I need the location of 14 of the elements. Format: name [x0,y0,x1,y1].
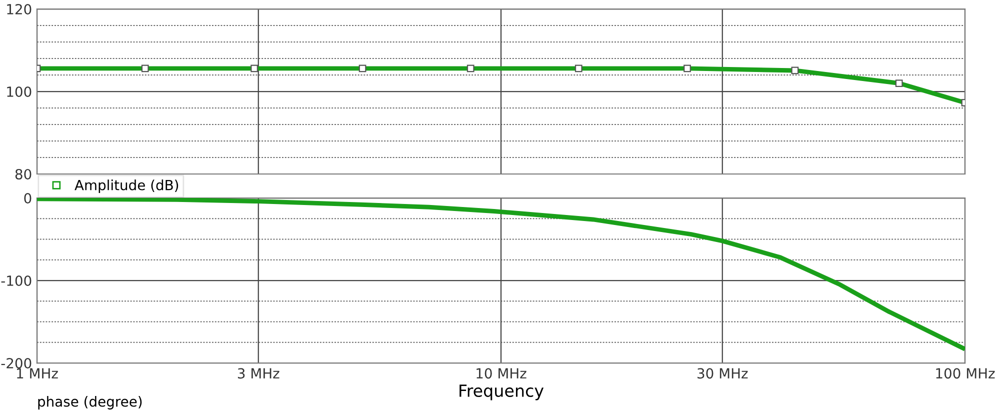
legend-label: Amplitude (dB) [74,180,178,193]
y-tick-label: 80 [15,168,32,180]
x-axis-title: Frequency [460,384,544,400]
y-tick-label: 100 [7,86,32,97]
y-tick-label: 120 [7,4,32,14]
x-tick-label: 30 MHz [698,368,748,379]
x-tick-label: 10 MHz [476,368,526,379]
text: phase (degree) [38,396,142,410]
x-tick-label: 100 MHz [936,368,995,379]
y-tick-label: 0 [24,193,32,204]
y-tick-label: -100 [1,275,32,286]
x-tick-label: 1 MHz [17,368,58,378]
y-tick-label: -200 [1,358,32,368]
x-tick-label: 3 MHz [238,368,280,379]
